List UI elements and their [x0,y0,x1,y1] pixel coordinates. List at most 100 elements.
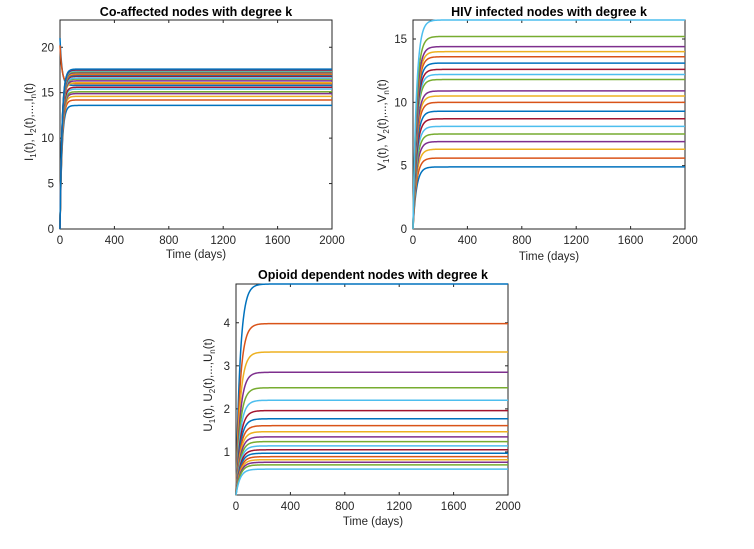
series-line [235,452,508,496]
series-line [235,387,508,496]
x-tick-label: 0 [410,235,416,247]
x-tick-label: 400 [105,235,124,247]
y-tick-label: 20 [41,42,54,54]
series-line [235,351,508,496]
x-tick-label: 1200 [386,501,412,513]
series-line [235,409,508,496]
x-tick-label: 1600 [618,235,644,247]
series-line [59,68,332,230]
series-line [412,133,685,230]
y-label-sub: n [382,90,391,94]
y-label-sub: 1 [29,153,38,158]
series-line [235,418,508,496]
y-label-part: V [377,163,389,171]
y-label-part: (t), U [203,393,215,419]
series-line [412,166,685,230]
y-tick-label: 10 [394,97,407,109]
chart-panel-opioid-dependent: Opioid dependent nodes with degree k 0 40… [203,268,521,528]
chart-title: Opioid dependent nodes with degree k [258,268,488,282]
series-line [235,440,508,496]
tick-labels: 0 400 800 1200 1600 2000 0 5 10 15 20 [41,42,345,247]
y-label-sub: 2 [29,128,38,133]
series-line [412,148,685,230]
y-tick-label: 0 [48,224,54,236]
series-line [235,445,508,496]
y-label-sub: n [208,349,217,353]
series-line [235,461,508,496]
series-line [235,371,508,496]
plot-area [59,19,333,230]
series-line [235,464,508,496]
chart-panel-co-affected: Co-affected nodes with degree k 0 400 800 1… [24,5,345,261]
y-label-part: (t), I [24,133,36,153]
y-axis-label: I1(t), I2(t),...,In(t) [24,83,38,161]
y-tick-label: 10 [41,133,54,145]
y-label-part: (t),...,I [24,98,36,128]
chart-title: Co-affected nodes with degree k [100,5,292,19]
y-label-part: (t) [24,83,36,94]
y-tick-label: 2 [224,404,230,416]
x-tick-label: 1600 [265,235,291,247]
y-tick-label: 5 [48,179,54,191]
chart-title: HIV infected nodes with degree k [451,5,647,19]
axes-frame [412,19,686,230]
x-tick-label: 800 [512,235,531,247]
series-line [412,90,685,230]
series-line [235,430,508,496]
x-tick-label: 2000 [672,235,698,247]
y-tick-label: 5 [401,161,407,173]
series-group [59,38,332,230]
plot-area [235,283,509,496]
axes-frame [235,283,509,496]
x-tick-label: 1200 [563,235,589,247]
y-label-sub: 2 [382,129,391,134]
series-line [235,458,508,496]
series-line [235,468,508,496]
x-axis-label: Time (days) [166,249,226,261]
series-line [235,449,508,496]
plot-area [412,19,686,230]
tick-labels: 0 400 800 1200 1600 2000 0 5 10 15 [394,34,698,247]
y-tick-label: 4 [224,318,231,330]
y-label-part: (t),...,U [203,354,215,389]
y-label-part: (t), V [377,133,389,158]
series-line [235,424,508,496]
y-tick-label: 3 [224,361,230,373]
y-label-sub: 1 [382,158,391,163]
series-group [235,283,508,496]
y-label-part: I [24,158,36,161]
x-axis-label: Time (days) [343,516,403,528]
x-tick-label: 0 [57,235,63,247]
y-tick-label: 15 [41,88,54,100]
chart-panel-hiv-infected: HIV infected nodes with degree k 0 400 800… [377,5,698,263]
axes-frame [59,19,333,230]
y-label-part: (t),...,V [377,94,389,129]
series-line [59,104,332,230]
x-tick-label: 2000 [319,235,345,247]
series-line [412,157,685,230]
y-tick-label: 15 [394,34,407,46]
y-label-part: (t) [203,338,215,349]
x-tick-label: 2000 [495,501,521,513]
x-tick-label: 0 [233,501,239,513]
x-tick-label: 400 [281,501,300,513]
series-line [235,399,508,496]
series-line [412,140,685,230]
y-label-part: U [203,423,215,431]
y-axis-label: U1(t), U2(t),...,Un(t) [203,338,217,431]
series-line [412,110,685,230]
tick-labels: 0 400 800 1200 1600 2000 1 2 3 4 [224,318,521,513]
y-label-sub: 2 [208,388,217,393]
x-tick-label: 1600 [441,501,467,513]
y-tick-label: 1 [224,447,230,459]
x-tick-label: 800 [159,235,178,247]
series-line [412,19,685,230]
x-tick-label: 1200 [210,235,236,247]
x-axis-label: Time (days) [519,251,579,263]
series-line [412,125,685,230]
x-tick-label: 800 [335,501,354,513]
series-line [412,35,685,230]
y-label-part: (t) [377,79,389,90]
series-line [235,455,508,496]
